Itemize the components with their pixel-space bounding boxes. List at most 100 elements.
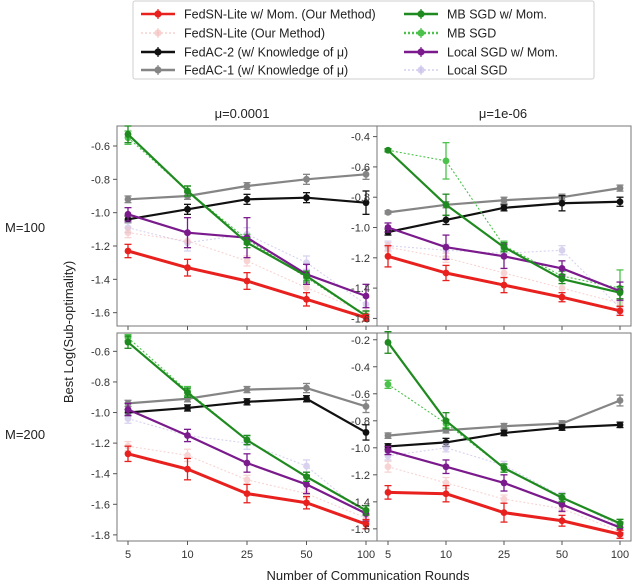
y-tick-label: -1.0 — [91, 208, 110, 220]
point-mbsgd_mom-50 — [303, 272, 310, 280]
point-fedac1-25 — [500, 196, 508, 204]
y-tick-label: -1.2 — [351, 253, 370, 265]
point-mbsgd_mom-50 — [303, 473, 310, 481]
point-mbsgd_mom-5 — [384, 339, 392, 346]
series-mbsgd_mom — [384, 330, 624, 529]
point-mbsgd_mom-25 — [500, 464, 508, 472]
panel-3: -0.6 -0.8 -1.0 -1.2 -1.4 -1.6 -1.8 5 10 25 50 100 — [91, 332, 378, 561]
legend-marker-fedac1 — [154, 66, 162, 74]
point-mbsgd_mom-10 — [442, 201, 450, 209]
legend-label-mbsgd: MB SGD — [447, 27, 496, 41]
point-fedsn_mom-5 — [384, 252, 392, 260]
y-tick-label: -1.8 — [91, 530, 110, 542]
legend-marker-fedsn_mom — [154, 10, 162, 18]
legend-marker-fedac2 — [154, 48, 162, 56]
point-fedac1-5 — [384, 432, 392, 440]
point-fedsn-25 — [243, 257, 251, 265]
point-fedsn_mom-5 — [124, 247, 132, 255]
x-tick-label: 100 — [611, 549, 629, 561]
point-mbsgd_mom-25 — [243, 239, 251, 247]
point-localsgd_mom-100 — [362, 292, 370, 300]
series-fedac1 — [124, 168, 370, 204]
point-mbsgd_mom-100 — [362, 507, 370, 514]
point-fedsn-25 — [500, 269, 508, 277]
point-mbsgd_mom-10 — [442, 417, 450, 425]
y-tick-label: -1.2 — [91, 438, 110, 450]
series-fedsn_mom — [124, 445, 370, 530]
x-tick-label: 25 — [498, 549, 510, 561]
legend-marker-fedsn — [154, 29, 162, 37]
point-mbsgd_mom-25 — [243, 436, 251, 444]
series-mbsgd_mom — [124, 335, 370, 516]
point-localsgd_mom-5 — [384, 447, 392, 454]
y-axis-label: Best Log(Sub-optimality) — [61, 261, 76, 403]
y-tick-label: -0.6 — [91, 346, 110, 358]
point-fedsn_mom-100 — [362, 314, 370, 322]
legend-frame — [132, 0, 595, 80]
point-fedsn_mom-25 — [243, 490, 251, 497]
x-tick-label: 50 — [300, 549, 312, 561]
point-fedac2-100 — [362, 429, 370, 436]
point-localsgd-5 — [124, 415, 132, 423]
y-tick-label: -0.6 — [91, 141, 110, 153]
legend-entries: FedSN-Lite w/ Mom. (Our Method) FedSN-Lit… — [141, 8, 558, 78]
y-tick-label: -1.2 — [351, 470, 370, 482]
point-fedsn_mom-100 — [616, 530, 624, 538]
legend-marker-localsgd — [417, 66, 425, 74]
legend-label-localsgd_mom: Local SGD w/ Mom. — [447, 46, 558, 60]
y-tick-label: -0.6 — [351, 162, 370, 174]
x-tick-label: 10 — [440, 549, 452, 561]
y-tick-label: -1.4 — [351, 283, 370, 295]
point-mbsgd_mom-5 — [124, 338, 132, 346]
y-tick-label: -1.6 — [351, 524, 370, 536]
point-fedac1-50 — [303, 384, 310, 392]
point-fedac1-25 — [500, 422, 508, 430]
point-localsgd_mom-50 — [558, 265, 566, 272]
point-fedac1-25 — [243, 386, 251, 393]
point-localsgd_mom-50 — [558, 501, 566, 508]
point-localsgd_mom-5 — [384, 224, 392, 231]
point-localsgd_mom-50 — [303, 481, 310, 488]
point-fedsn-50 — [303, 284, 310, 292]
point-localsgd_mom-5 — [124, 406, 132, 413]
row-label-1: M=100 — [5, 220, 45, 235]
legend: FedSN-Lite w/ Mom. (Our Method) FedSN-Lit… — [132, 0, 595, 80]
point-fedsn_mom-50 — [303, 295, 310, 303]
y-tick-label: -1.0 — [351, 223, 370, 235]
point-localsgd_mom-25 — [243, 459, 251, 467]
point-fedac1-100 — [616, 184, 624, 192]
point-fedac2-25 — [243, 398, 251, 406]
legend-marker-mbsgd_mom — [417, 10, 425, 18]
point-fedsn_mom-100 — [616, 307, 624, 315]
row-label-2: M=200 — [5, 427, 45, 442]
point-fedac1-100 — [362, 403, 370, 410]
point-mbsgd_mom-5 — [384, 146, 392, 154]
point-fedsn_mom-10 — [184, 264, 191, 272]
y-tick-label: -0.2 — [351, 335, 370, 347]
y-tick-label: -1.6 — [91, 308, 110, 320]
series-fedsn_mom — [384, 245, 624, 317]
series-fedsn_mom — [124, 243, 370, 322]
point-fedsn-5 — [124, 229, 132, 237]
point-fedac2-100 — [362, 199, 370, 207]
point-localsgd_mom-10 — [184, 432, 191, 439]
point-fedac2-25 — [500, 204, 508, 212]
point-fedsn_mom-5 — [124, 450, 132, 458]
point-fedsn_mom-50 — [558, 517, 566, 525]
point-fedsn_mom-25 — [500, 509, 508, 517]
point-localsgd-50 — [558, 246, 566, 254]
y-tick-label: -0.8 — [351, 192, 370, 204]
x-tick-label: 5 — [125, 549, 131, 561]
point-fedsn_mom-25 — [500, 281, 508, 289]
point-fedac1-100 — [616, 397, 624, 404]
legend-label-fedsn_mom: FedSN-Lite w/ Mom. (Our Method) — [184, 8, 376, 22]
legend-marker-mbsgd — [417, 29, 425, 37]
point-fedac1-50 — [303, 175, 310, 183]
point-fedsn_mom-5 — [384, 488, 392, 496]
point-fedsn-25 — [500, 495, 508, 503]
series-fedac1 — [124, 382, 370, 414]
y-tick-label: -1.4 — [91, 469, 110, 481]
legend-label-mbsgd_mom: MB SGD w/ Mom. — [447, 8, 547, 22]
series-fedsn_mom — [384, 484, 624, 539]
